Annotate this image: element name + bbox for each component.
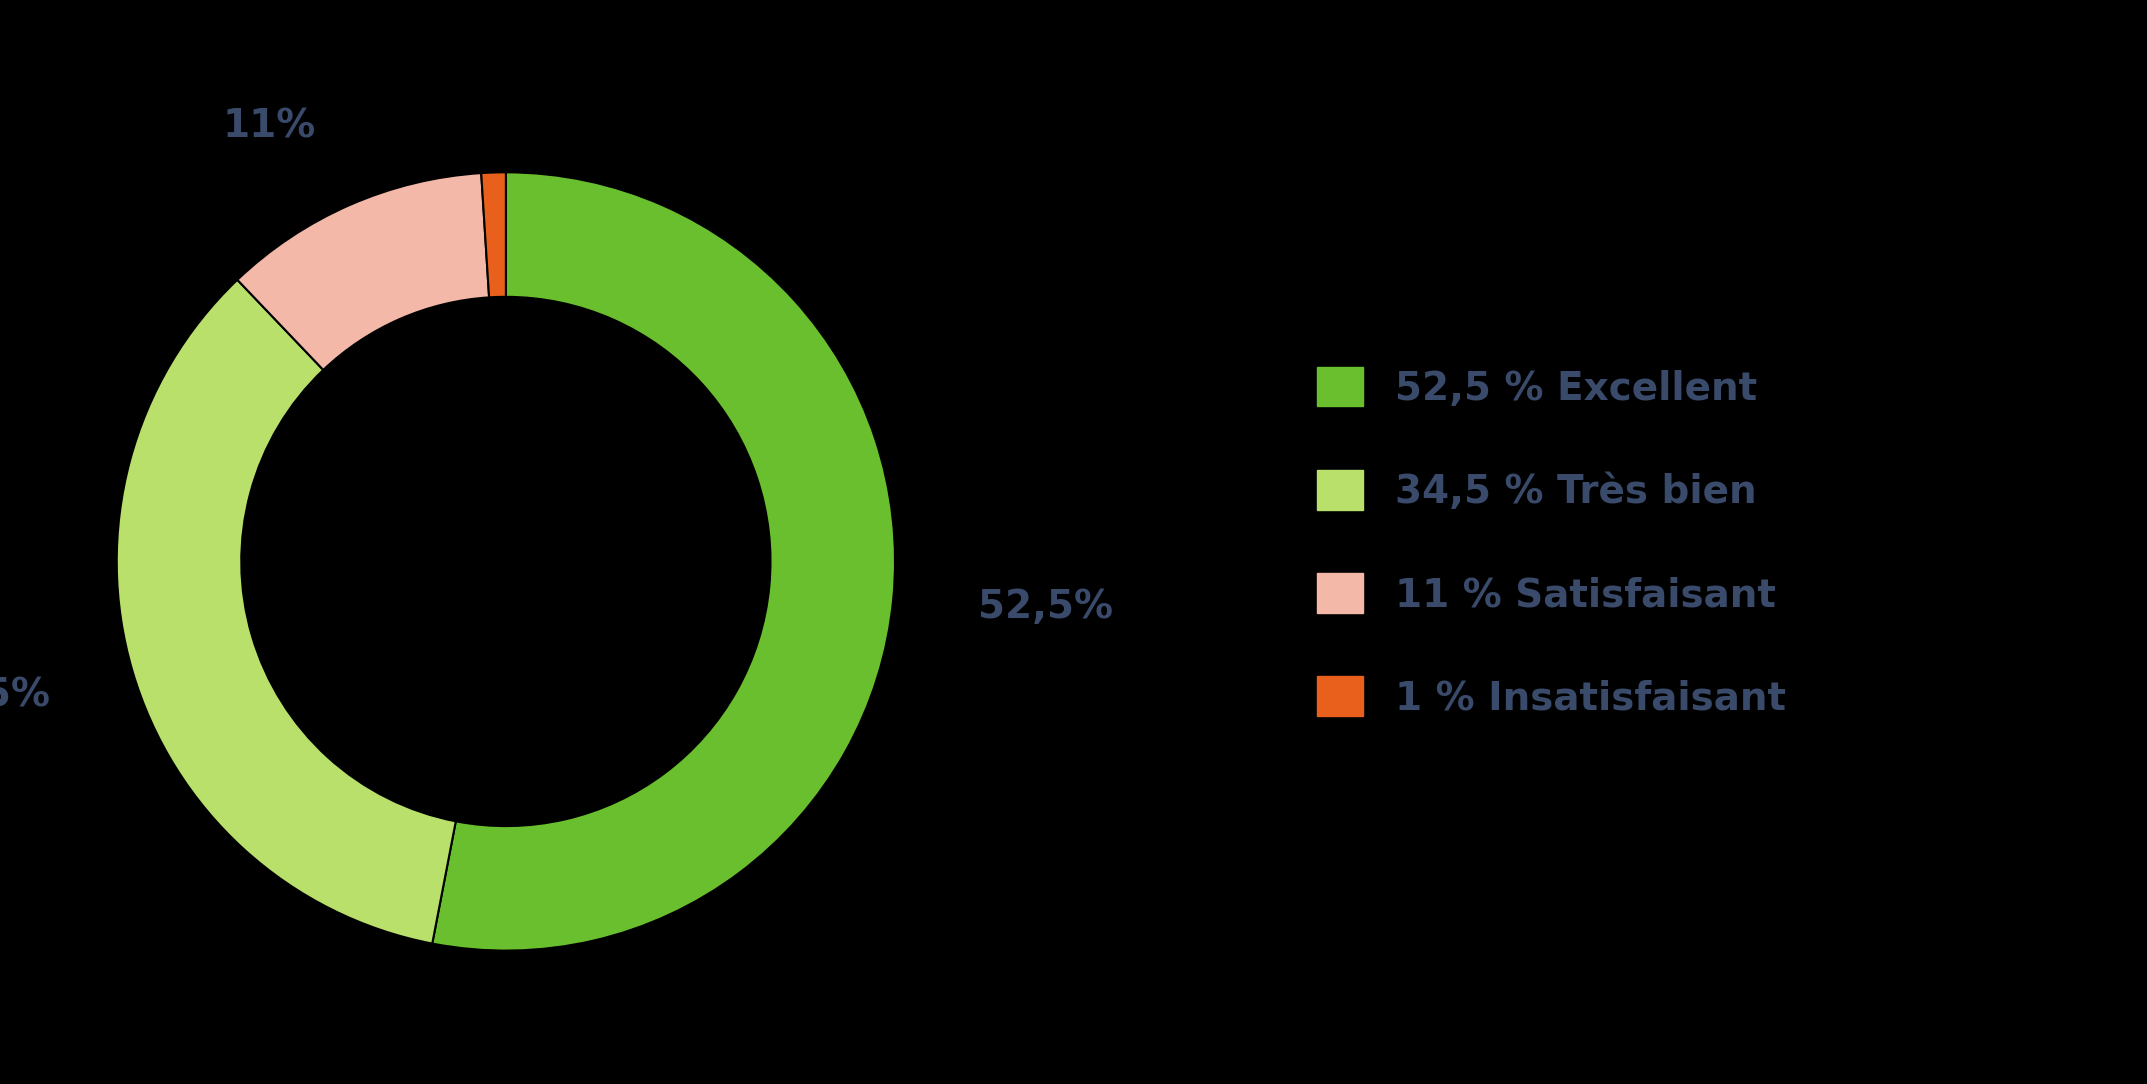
Wedge shape: [481, 172, 507, 297]
Legend: 52,5 % Excellent, 34,5 % Très bien, 11 % Satisfaisant, 1 % Insatisfaisant: 52,5 % Excellent, 34,5 % Très bien, 11 %…: [1297, 347, 1806, 737]
Text: 34,5%: 34,5%: [0, 676, 49, 714]
Wedge shape: [238, 173, 490, 370]
Wedge shape: [116, 280, 455, 943]
Text: 52,5%: 52,5%: [979, 588, 1114, 625]
Wedge shape: [432, 172, 895, 951]
Text: 11%: 11%: [223, 107, 316, 145]
